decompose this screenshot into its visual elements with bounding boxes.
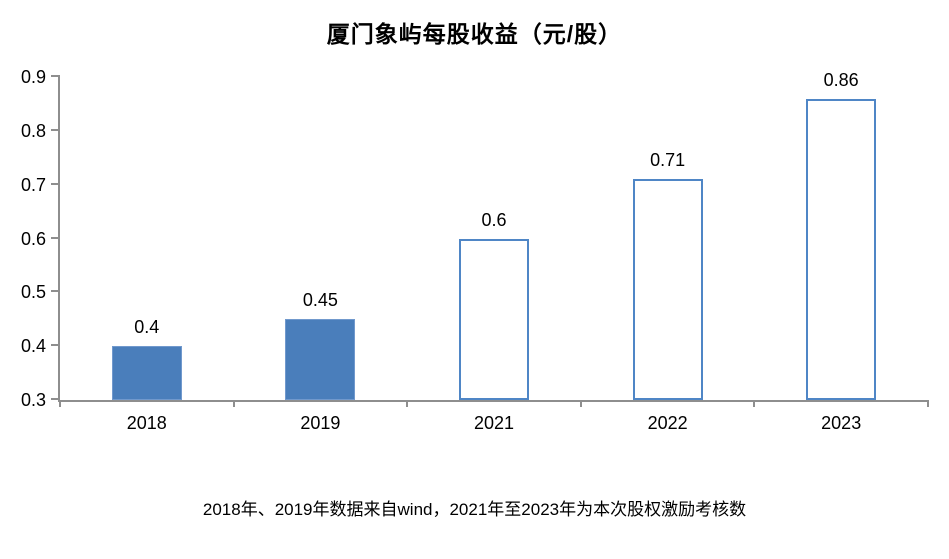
y-axis-label: 0.5 — [20, 282, 46, 303]
y-axis-tick — [51, 182, 60, 185]
y-axis-label: 0.6 — [20, 228, 46, 249]
y-axis-tick — [51, 75, 60, 77]
x-axis-category-label: 2019 — [300, 413, 341, 433]
y-axis-label: 0.4 — [20, 336, 46, 357]
y-axis-label: 0.7 — [20, 174, 46, 195]
bar-value-label: 0.45 — [302, 290, 338, 311]
bar-2022 — [632, 179, 703, 400]
bar-value-label: 0.71 — [650, 150, 686, 171]
x-axis-tick — [927, 400, 929, 407]
x-axis-tick — [753, 400, 756, 407]
y-axis-tick — [51, 344, 60, 347]
x-axis-tick — [406, 400, 409, 407]
bar-2023 — [806, 98, 877, 400]
bar-2018 — [111, 346, 182, 400]
bar-value-label: 0.4 — [134, 317, 160, 338]
y-axis-label: 0.9 — [20, 67, 46, 87]
y-axis-tick — [51, 398, 60, 400]
plot-area: 0.3 0.4 0.5 0.6 0.7 0.8 0.9 0.4 2018 0.45 2019 0.6 2… — [21, 67, 929, 433]
y-axis-tick — [51, 128, 60, 131]
y-axis-label: 0.3 — [20, 390, 46, 410]
y-axis-tick — [51, 236, 60, 239]
bar-2019 — [285, 319, 356, 400]
x-axis-tick — [579, 400, 582, 407]
x-axis-category-label: 2022 — [647, 413, 688, 433]
x-axis-category-label: 2021 — [473, 413, 515, 433]
y-axis-label: 0.8 — [20, 120, 46, 141]
x-axis-category-label: 2018 — [126, 413, 167, 433]
bar-2021 — [459, 238, 529, 400]
y-axis-tick — [51, 290, 60, 293]
bar-value-label: 0.86 — [823, 69, 859, 90]
source-note: 2018年、2019年数据来自wind，2021年至2023年为本次股权激励考核… — [202, 500, 747, 519]
x-axis-tick — [59, 400, 61, 407]
x-axis-category-label: 2023 — [821, 413, 862, 433]
bar-value-label: 0.6 — [481, 209, 507, 230]
x-axis-tick — [232, 400, 235, 407]
chart-title: 厦门象屿每股收益（元/股） — [326, 21, 623, 47]
